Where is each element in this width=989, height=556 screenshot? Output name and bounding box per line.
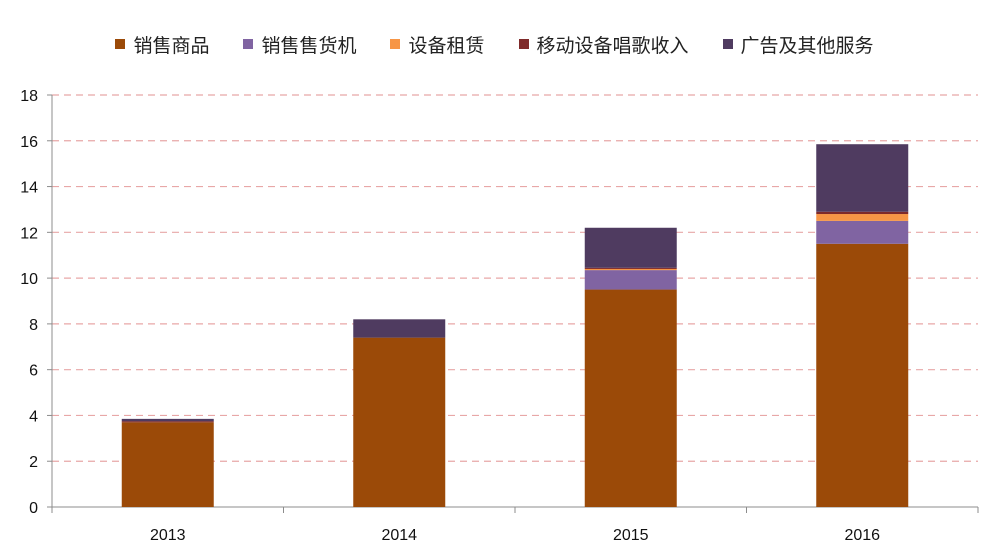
bar-segment [584, 267, 677, 269]
legend-swatch [518, 39, 529, 49]
bar-segment [121, 422, 214, 507]
bar-segment [816, 214, 909, 221]
y-tick-label: 12 [20, 225, 38, 242]
y-tick-label: 18 [20, 88, 38, 105]
bar-segment [584, 227, 677, 268]
bar-segment [816, 211, 909, 215]
legend-item: 销售商品 [115, 31, 209, 58]
legend-swatch [390, 39, 401, 49]
bar-segment [816, 243, 909, 507]
y-tick-label: 10 [20, 271, 38, 288]
bar-segment [584, 268, 677, 271]
y-tick-label: 14 [20, 180, 38, 197]
y-tick-label: 0 [29, 500, 38, 517]
y-tick-label: 16 [20, 134, 38, 151]
y-tick-label: 8 [29, 317, 38, 334]
bar-segment [353, 319, 446, 338]
y-tick-label: 6 [29, 363, 38, 380]
legend-label: 设备租赁 [408, 34, 485, 57]
legend-item: 销售售货机 [243, 31, 356, 58]
bar-segment [353, 337, 446, 507]
x-tick-label: 2015 [613, 527, 649, 544]
bar-segment [816, 144, 909, 212]
chart-legend: 销售商品 销售售货机 设备租赁 移动设备唱歌收入 广告及其他服务 [0, 28, 989, 60]
legend-label: 广告及其他服务 [740, 34, 874, 57]
legend-label: 移动设备唱歌收入 [536, 34, 689, 57]
legend-label: 销售售货机 [261, 34, 357, 57]
x-tick-label: 2014 [381, 527, 417, 544]
y-tick-label: 2 [29, 454, 38, 471]
legend-swatch [243, 39, 254, 49]
bar-segment [584, 289, 677, 507]
legend-label: 销售商品 [133, 34, 210, 57]
bar-segment [121, 421, 214, 423]
x-tick-label: 2016 [844, 527, 880, 544]
bar-segment [584, 270, 677, 290]
legend-swatch [722, 39, 733, 49]
legend-item: 设备租赁 [390, 31, 485, 58]
bar-segment [816, 220, 909, 244]
y-tick-label: 4 [29, 408, 38, 425]
legend-swatch [115, 39, 126, 49]
legend-item: 移动设备唱歌收入 [518, 31, 689, 58]
bar-segment [121, 418, 214, 422]
x-tick-label: 2013 [150, 527, 186, 544]
legend-item: 广告及其他服务 [722, 31, 874, 58]
